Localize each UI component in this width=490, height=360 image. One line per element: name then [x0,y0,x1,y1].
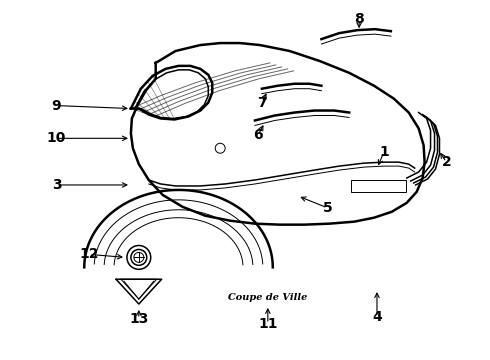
Text: 2: 2 [441,155,451,169]
Text: 11: 11 [258,317,277,331]
Text: 7: 7 [257,96,267,109]
Bar [351,180,406,192]
Text: 12: 12 [79,247,99,261]
Text: 9: 9 [51,99,61,113]
Text: 8: 8 [354,12,364,26]
Text: 6: 6 [253,129,263,142]
Text: 10: 10 [47,131,66,145]
Text: 1: 1 [379,145,389,159]
Text: 4: 4 [372,310,382,324]
Text: 13: 13 [129,312,148,326]
Text: 3: 3 [51,178,61,192]
Text: Coupe de Ville: Coupe de Ville [228,293,308,302]
Text: 5: 5 [322,201,332,215]
